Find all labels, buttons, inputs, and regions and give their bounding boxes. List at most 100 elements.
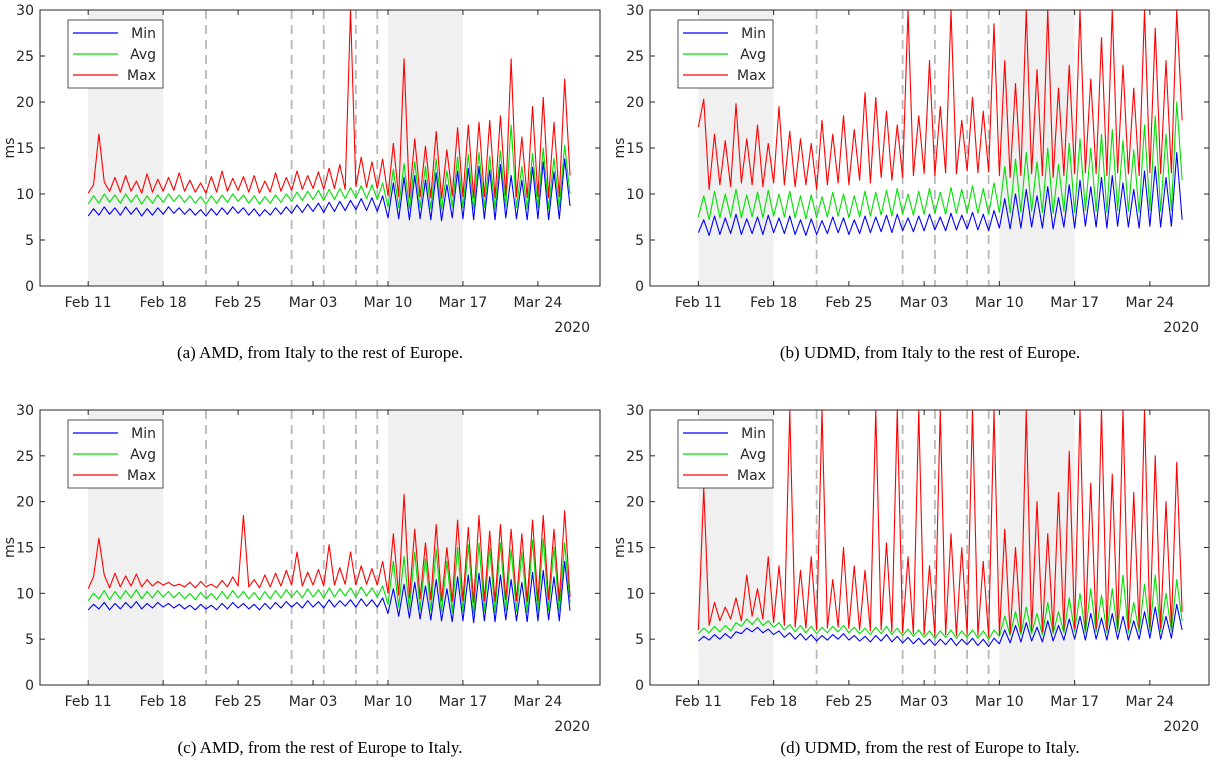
series-line <box>87 124 571 211</box>
x-tick-label: Mar 17 <box>439 295 488 311</box>
x-tick-label: Mar 24 <box>514 295 563 311</box>
x-year-label: 2020 <box>554 719 590 735</box>
x-tick-label: Feb 11 <box>675 295 722 311</box>
legend-label: Avg <box>740 47 766 63</box>
x-tick-label: Feb 11 <box>65 694 112 710</box>
y-tick-label: 5 <box>635 233 644 249</box>
y-axis-label: ms <box>612 138 628 159</box>
y-tick-label: 25 <box>16 449 34 465</box>
legend-label: Max <box>127 68 156 84</box>
y-tick-label: 25 <box>626 49 644 65</box>
data-layer <box>697 410 1183 648</box>
y-tick-label: 10 <box>626 586 644 602</box>
legend-label: Min <box>741 26 766 42</box>
subplot: 0 5 10 15 20 25 30 Feb 11 Feb 18 Feb 25 Mar 03 Mar … <box>2 403 601 757</box>
y-tick-label: 15 <box>626 141 644 157</box>
x-tick-label: Mar 24 <box>1126 295 1175 311</box>
legend-label: Min <box>741 426 766 442</box>
x-tick-label: Feb 11 <box>675 694 722 710</box>
y-tick-label: 30 <box>626 403 644 419</box>
y-tick-label: 25 <box>626 449 644 465</box>
x-tick-label: Mar 10 <box>364 295 413 311</box>
y-tick-label: 30 <box>16 3 34 19</box>
y-tick-label: 25 <box>16 49 34 65</box>
y-tick-label: 15 <box>626 541 644 557</box>
x-tick-label: Mar 17 <box>439 694 488 710</box>
subplot: 0 5 10 15 20 25 30 Feb 11 Feb 18 Feb 25 Mar 03 Mar … <box>612 403 1210 757</box>
x-tick-label: Mar 03 <box>289 694 338 710</box>
x-tick-label: Mar 24 <box>514 694 563 710</box>
y-tick-label: 20 <box>626 95 644 111</box>
y-tick-label: 10 <box>626 187 644 203</box>
y-tick-label: 0 <box>25 678 34 694</box>
legend-label: Avg <box>130 447 156 463</box>
y-axis-label: ms <box>2 138 18 159</box>
y-axis-label: ms <box>2 537 18 558</box>
subplot: 0 5 10 15 20 25 30 Feb 11 Feb 18 Feb 25 Mar 03 Mar … <box>2 3 601 362</box>
x-year-label: 2020 <box>554 320 590 336</box>
legend-label: Avg <box>740 447 766 463</box>
series-line <box>697 101 1183 221</box>
series-line <box>87 537 571 615</box>
x-tick-label: Mar 10 <box>975 295 1024 311</box>
x-tick-label: Feb 25 <box>215 295 262 311</box>
y-tick-label: 20 <box>16 95 34 111</box>
y-tick-label: 10 <box>16 187 34 203</box>
y-tick-label: 5 <box>635 632 644 648</box>
legend-label: Max <box>737 468 766 484</box>
legend-label: Max <box>737 68 766 84</box>
x-tick-label: Feb 18 <box>140 694 187 710</box>
caption: (b) UDMD, from Italy to the rest of Euro… <box>780 343 1080 362</box>
series-line <box>697 10 1183 190</box>
x-year-label: 2020 <box>1163 320 1199 336</box>
series-line <box>698 603 1183 648</box>
data-layer <box>697 10 1183 236</box>
x-tick-label: Mar 10 <box>975 694 1024 710</box>
y-tick-label: 5 <box>25 233 34 249</box>
series-line <box>697 152 1183 236</box>
series-line <box>87 10 571 200</box>
y-axis-label: ms <box>612 537 628 558</box>
x-tick-label: Mar 10 <box>364 694 413 710</box>
shaded-region <box>999 410 1075 685</box>
series-line <box>87 560 571 624</box>
legend-label: Avg <box>130 47 156 63</box>
data-layer <box>87 10 571 222</box>
y-tick-label: 10 <box>16 586 34 602</box>
x-tick-label: Mar 03 <box>900 694 949 710</box>
x-tick-label: Mar 03 <box>289 295 338 311</box>
x-year-label: 2020 <box>1163 719 1199 735</box>
y-tick-label: 20 <box>626 495 644 511</box>
caption: (a) AMD, from Italy to the rest of Europ… <box>177 343 463 362</box>
x-tick-label: Mar 03 <box>900 295 949 311</box>
caption: (c) AMD, from the rest of Europe to Ital… <box>178 738 463 757</box>
legend-label: Min <box>131 26 156 42</box>
y-tick-label: 30 <box>626 3 644 19</box>
y-tick-label: 5 <box>25 632 34 648</box>
x-tick-label: Feb 25 <box>825 694 872 710</box>
y-tick-label: 0 <box>635 279 644 295</box>
y-tick-label: 15 <box>16 141 34 157</box>
y-tick-label: 20 <box>16 495 34 511</box>
x-tick-label: Feb 18 <box>750 295 797 311</box>
series-line <box>697 574 1183 640</box>
series-line <box>697 410 1183 637</box>
caption: (d) UDMD, from the rest of Europe to Ita… <box>780 738 1079 757</box>
x-tick-label: Feb 11 <box>65 295 112 311</box>
x-tick-label: Feb 25 <box>825 295 872 311</box>
x-tick-label: Feb 25 <box>215 694 262 710</box>
x-tick-label: Mar 17 <box>1050 295 1099 311</box>
legend-label: Max <box>127 468 156 484</box>
y-tick-label: 0 <box>635 678 644 694</box>
x-tick-label: Feb 18 <box>140 295 187 311</box>
series-line <box>87 493 571 604</box>
shaded-region <box>999 10 1075 286</box>
x-tick-label: Mar 17 <box>1050 694 1099 710</box>
x-tick-label: Feb 18 <box>750 694 797 710</box>
y-tick-label: 0 <box>25 279 34 295</box>
data-layer <box>87 493 571 624</box>
y-tick-label: 15 <box>16 541 34 557</box>
legend-label: Min <box>131 426 156 442</box>
x-tick-label: Mar 24 <box>1126 694 1175 710</box>
